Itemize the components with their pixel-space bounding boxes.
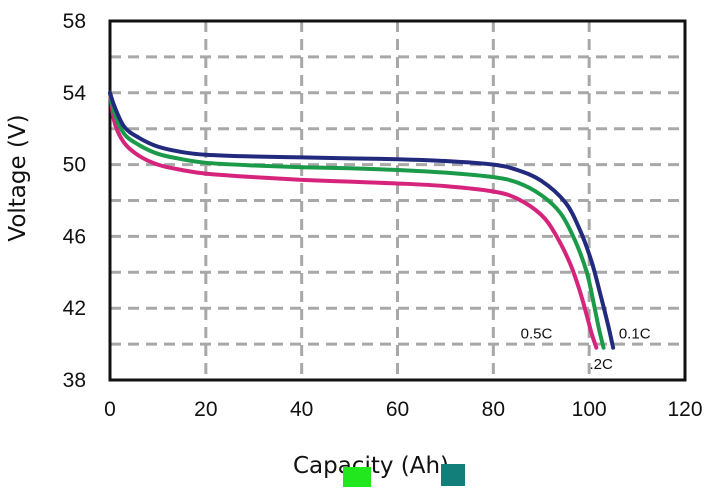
x-tick-label: 60 — [386, 398, 409, 421]
legend-swatch-green — [343, 467, 371, 487]
series-line-01c — [108, 90, 616, 350]
x-tick-label: 20 — [194, 398, 217, 421]
curve-label: .2C — [589, 356, 613, 373]
y-tick-label: 50 — [63, 154, 86, 177]
curve-label: 0.1C — [619, 325, 651, 342]
x-tick-label: 80 — [482, 398, 505, 421]
y-tick-label: 58 — [63, 10, 86, 33]
legend-swatch-teal — [441, 464, 465, 486]
x-tick-label: 0 — [104, 398, 116, 421]
curve-label: 0.5C — [521, 325, 553, 342]
tick-labels: 0 20 40 60 80 100 120 38 42 46 50 54 58 — [63, 10, 703, 421]
x-tick-label: 40 — [290, 398, 313, 421]
series-lines — [108, 90, 616, 350]
x-tick-label: 100 — [572, 398, 607, 421]
y-tick-label: 38 — [63, 369, 86, 392]
y-tick-label: 42 — [63, 297, 86, 320]
x-tick-label: 120 — [667, 398, 702, 421]
series-line-05c — [108, 90, 599, 350]
curve-labels: 0.5C .2C 0.1C — [521, 325, 651, 373]
grid — [110, 21, 685, 380]
y-tick-label: 46 — [63, 225, 86, 248]
y-axis-title: Voltage (V) — [5, 114, 31, 241]
plot-frame — [108, 19, 687, 382]
series-line-2c — [108, 90, 606, 350]
y-tick-label: 54 — [63, 82, 87, 105]
